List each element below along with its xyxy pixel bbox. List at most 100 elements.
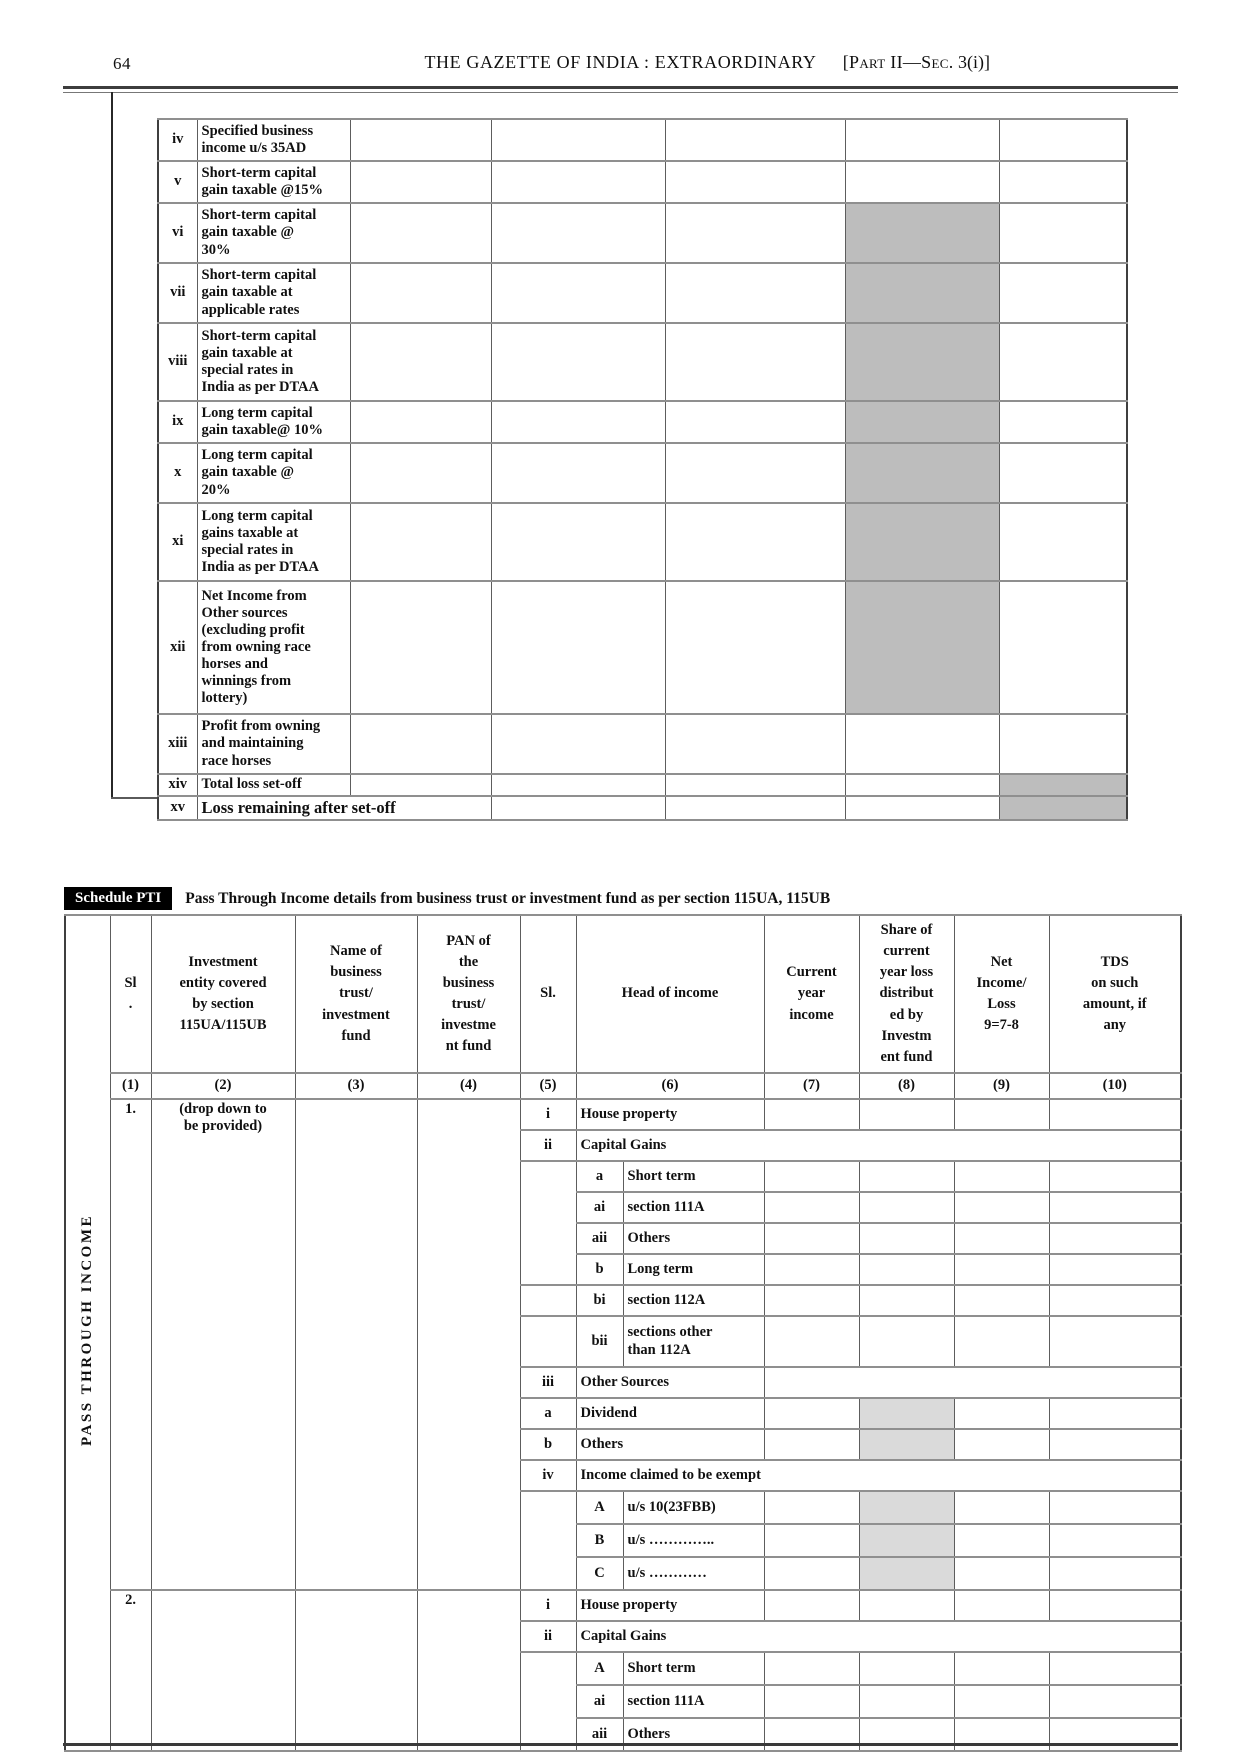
table-row: xii Net Income from Other sources (exclu…	[157, 580, 1128, 715]
empty-cell	[858, 1098, 955, 1131]
empty-cell	[953, 1717, 1050, 1752]
empty-cell	[953, 1428, 1050, 1461]
empty-cell	[998, 580, 1128, 715]
text-cell: Loss remaining after set-off	[196, 795, 492, 821]
empty-cell	[490, 713, 666, 775]
text-cell: (4)	[416, 1072, 521, 1100]
empty-cell	[998, 442, 1128, 504]
empty-cell	[1048, 1160, 1182, 1193]
empty-cell	[844, 160, 1000, 204]
text-cell: ii	[519, 1129, 577, 1162]
empty-cell	[490, 795, 666, 821]
table-row: ai section 111A	[65, 1191, 1182, 1224]
text-cell: x	[157, 442, 198, 504]
table-row: viii Short-term capital gain taxable at …	[157, 322, 1128, 402]
empty-cell	[1048, 1098, 1182, 1131]
shaded-cell	[844, 202, 1000, 264]
empty-cell	[664, 580, 846, 715]
text-cell: ix	[157, 400, 198, 444]
empty-cell	[664, 160, 846, 204]
text-cell: i	[519, 1589, 577, 1622]
text-cell: u/s …………..	[622, 1523, 765, 1558]
shaded-cell	[844, 322, 1000, 402]
table-row: iv Income claimed to be exempt	[65, 1459, 1182, 1492]
empty-cell	[844, 118, 1000, 162]
shaded-cell	[844, 262, 1000, 324]
text-cell: xiv	[157, 773, 198, 797]
col-header: Investment entity covered by section 115…	[150, 914, 296, 1074]
text-cell: (1)	[109, 1072, 152, 1100]
empty-cell	[858, 1191, 955, 1224]
table-row: ii Capital Gains	[65, 1620, 1182, 1653]
text-cell: bii	[575, 1315, 624, 1368]
text-cell: Others	[622, 1222, 765, 1255]
empty-cell	[953, 1284, 1050, 1317]
shaded-cell	[858, 1490, 955, 1525]
text-cell: (8)	[858, 1072, 955, 1100]
text-cell: xv	[157, 795, 198, 821]
empty-cell	[953, 1651, 1050, 1686]
text-cell: u/s …………	[622, 1556, 765, 1591]
empty-cell	[763, 1556, 860, 1591]
empty-cell	[1048, 1397, 1182, 1430]
table-row: xiv Total loss set-off	[157, 773, 1128, 797]
empty-cell	[349, 400, 492, 444]
empty-cell	[294, 1589, 418, 1752]
empty-cell	[664, 502, 846, 582]
text-cell: Net Income from Other sources (excluding…	[196, 580, 351, 715]
left-continuation-rule-foot	[111, 797, 158, 799]
text-cell: iv	[157, 118, 198, 162]
text-cell: A	[575, 1651, 624, 1686]
empty-cell	[858, 1284, 955, 1317]
text-cell: section 111A	[622, 1684, 765, 1719]
shaded-cell	[844, 400, 1000, 444]
empty-cell	[763, 1523, 860, 1558]
table-row: x Long term capital gain taxable @ 20%	[157, 442, 1128, 504]
empty-cell	[490, 502, 666, 582]
empty-cell	[953, 1253, 1050, 1286]
empty-cell	[998, 262, 1128, 324]
text-cell: sections other than 112A	[622, 1315, 765, 1368]
text-cell: Long term capital gain taxable @ 20%	[196, 442, 351, 504]
row-number-cell: 2.	[109, 1589, 152, 1752]
empty-cell	[998, 202, 1128, 264]
empty-cell	[953, 1490, 1050, 1525]
empty-cell	[763, 1684, 860, 1719]
row-number-cell: 1.	[109, 1098, 152, 1591]
empty-cell	[1048, 1651, 1182, 1686]
empty-cell	[998, 713, 1128, 775]
shaded-cell	[844, 502, 1000, 582]
empty-cell	[763, 1397, 860, 1430]
empty-cell	[349, 160, 492, 204]
table-row: xv Loss remaining after set-off	[157, 795, 1128, 821]
text-cell: b	[519, 1428, 577, 1461]
col-header: Sl.	[519, 914, 577, 1074]
table-row: xiii Profit from owning and maintaining …	[157, 713, 1128, 775]
part-section-label: [Part II—Sec. 3(i)]	[843, 52, 990, 73]
col-header: Name of business trust/ investment fund	[294, 914, 418, 1074]
shaded-cell	[998, 795, 1128, 821]
text-cell: (6)	[575, 1072, 765, 1100]
page-title: THE GAZETTE OF INDIA : EXTRAORDINARY	[424, 52, 817, 72]
table-row: ii Capital Gains	[65, 1129, 1182, 1162]
empty-cell	[858, 1222, 955, 1255]
empty-cell	[858, 1651, 955, 1686]
empty-cell	[416, 1589, 521, 1752]
text-cell: (5)	[519, 1072, 577, 1100]
empty-cell	[844, 773, 1000, 797]
empty-cell	[664, 773, 846, 797]
empty-cell	[349, 262, 492, 324]
empty-cell	[858, 1160, 955, 1193]
text-cell: aii	[575, 1222, 624, 1255]
empty-cell	[150, 1589, 296, 1752]
empty-cell	[664, 442, 846, 504]
empty-cell	[1048, 1428, 1182, 1461]
col-header: Current year income	[763, 914, 860, 1074]
empty-cell	[1048, 1253, 1182, 1286]
empty-cell	[490, 580, 666, 715]
empty-cell	[858, 1315, 955, 1368]
empty-cell	[998, 322, 1128, 402]
empty-cell	[998, 400, 1128, 444]
empty-cell	[763, 1253, 860, 1286]
empty-cell	[953, 1160, 1050, 1193]
